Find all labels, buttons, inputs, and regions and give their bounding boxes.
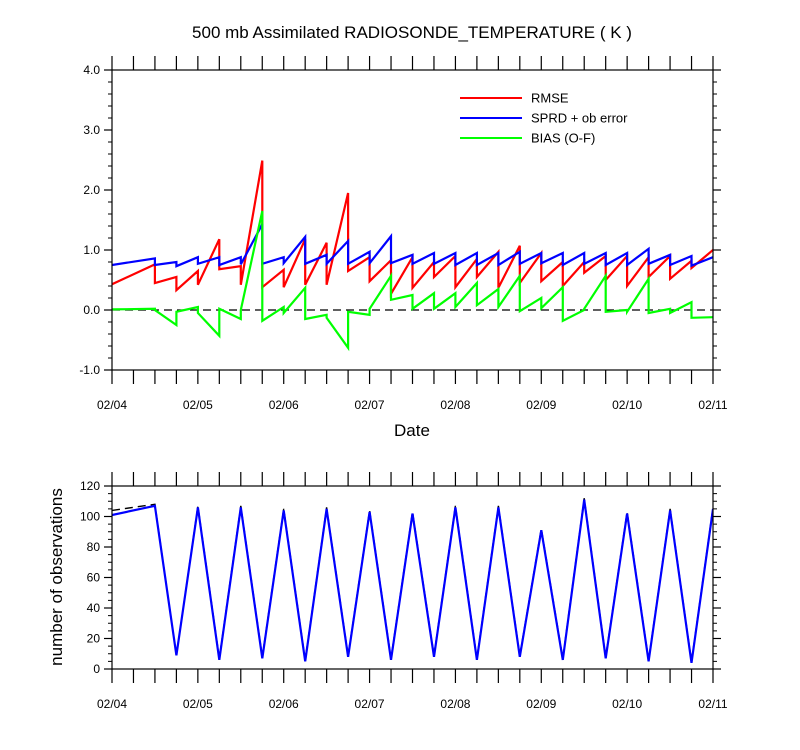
top-y-tick-label: 0.0 [83, 303, 100, 317]
bottom-x-tick-label: 02/07 [355, 697, 385, 711]
bottom-y-tick-label: 20 [87, 632, 101, 646]
bottom-x-tick-label: 02/10 [612, 697, 642, 711]
bottom-x-tick-label: 02/05 [183, 697, 213, 711]
top-x-tick-label: 02/05 [183, 398, 213, 412]
legend-label: BIAS (O-F) [531, 131, 595, 146]
bottom-y-tick-label: 0 [93, 662, 100, 676]
chart-title: 500 mb Assimilated RADIOSONDE_TEMPERATUR… [192, 23, 632, 42]
top-x-tick-label: 02/09 [526, 398, 556, 412]
top-y-tick-label: 1.0 [83, 243, 100, 257]
y-axis-title-bottom: number of observations [47, 488, 66, 666]
top-x-tick-label: 02/04 [97, 398, 127, 412]
bottom-series-assimilated-line [112, 499, 713, 664]
top-y-tick-label: 2.0 [83, 183, 100, 197]
bottom-y-tick-label: 100 [80, 510, 100, 524]
x-axis-title: Date [394, 421, 430, 440]
top-y-tick-label: 4.0 [83, 63, 100, 77]
bottom-y-tick-label: 40 [87, 601, 101, 615]
bottom-plot-panel: 0 20 40 60 80 100 120 02/04 02/05 02/06 02/07 02/08… [80, 472, 728, 711]
top-series-rmse-line [112, 160, 713, 298]
bottom-y-tick-label: 120 [80, 479, 100, 493]
bottom-x-tick-label: 02/06 [269, 697, 299, 711]
top-series-bias-o-f--line [112, 210, 713, 352]
top-x-tick-label: 02/07 [355, 398, 385, 412]
legend-label: RMSE [531, 91, 569, 106]
top-series-sprd-ob-error-line [112, 223, 713, 268]
top-plot-panel: -1.0 0.0 1.0 2.0 3.0 4.0 02/04 02/05 02/06 02/07 0… [79, 56, 728, 412]
top-series-group [112, 160, 713, 352]
bottom-y-tick-label: 60 [87, 571, 101, 585]
bottom-x-tick-label: 02/08 [440, 697, 470, 711]
bottom-x-tick-label: 02/09 [526, 697, 556, 711]
top-x-tick-label: 02/10 [612, 398, 642, 412]
legend-label: SPRD + ob error [531, 111, 628, 126]
top-y-tick-label: 3.0 [83, 123, 100, 137]
bottom-x-tick-label: 02/04 [97, 697, 127, 711]
bottom-series-possible-line [112, 498, 713, 662]
legend: RMSE SPRD + ob error BIAS (O-F) [460, 91, 628, 146]
bottom-series-group [112, 498, 713, 664]
top-x-tick-label: 02/08 [440, 398, 470, 412]
bottom-y-tick-label: 80 [87, 540, 101, 554]
top-x-tick-label: 02/06 [269, 398, 299, 412]
top-y-tick-label: -1.0 [79, 363, 100, 377]
top-x-tick-label: 02/11 [698, 398, 727, 412]
bottom-x-tick-label: 02/11 [698, 697, 727, 711]
